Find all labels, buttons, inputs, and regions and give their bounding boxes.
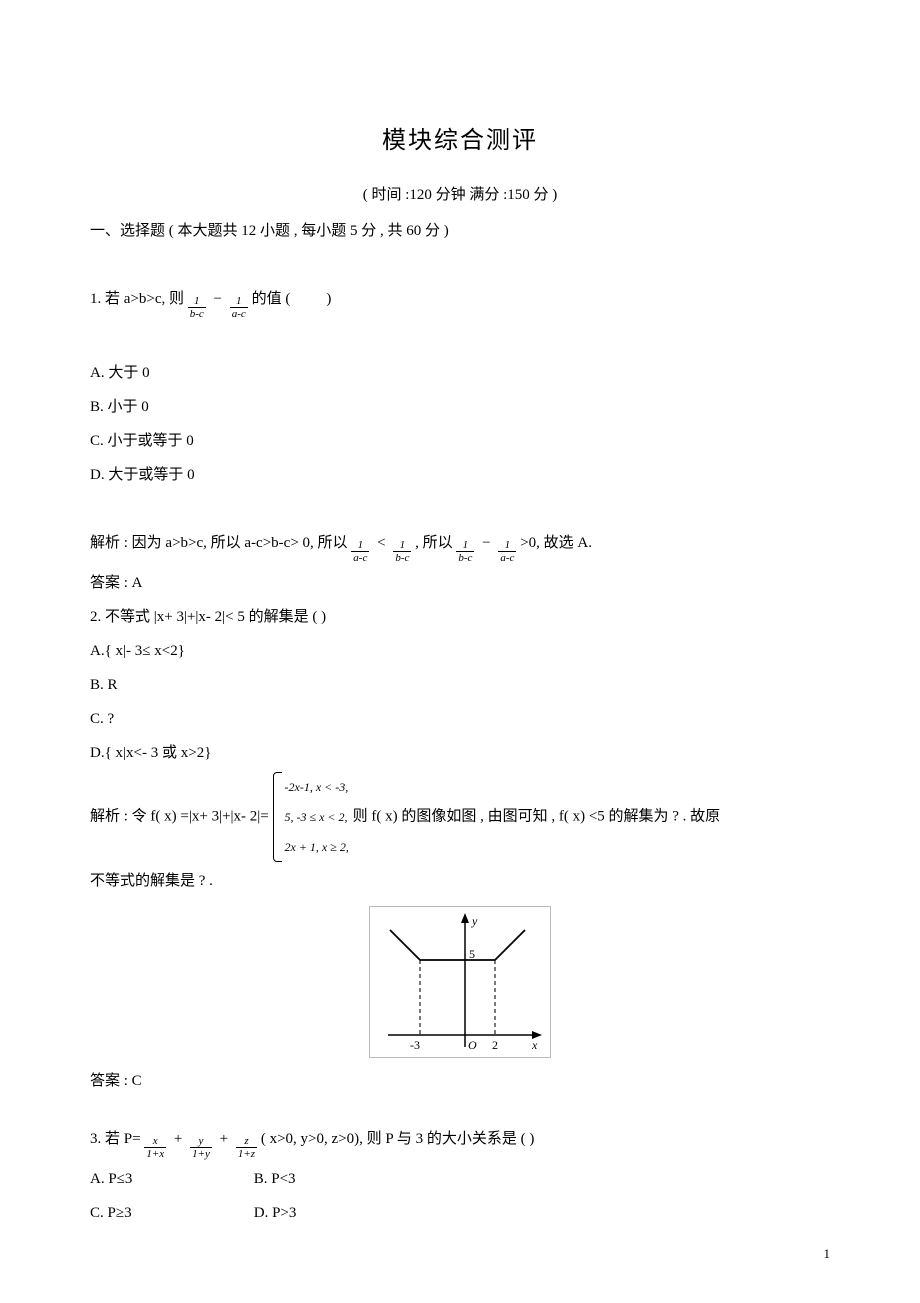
q1-answer: 答案 : A — [90, 568, 830, 598]
minus-icon: − — [210, 284, 226, 314]
q2-option-d: D.{ x|x<- 3 或 x>2} — [90, 738, 830, 768]
q1-frac2: 1 a-c — [230, 295, 248, 320]
q2-solution: 解析 : 令 f( x) =|x+ 3|+|x- 2|= -2x-1, x < … — [90, 772, 830, 862]
q1-option-a: A. 大于 0 — [90, 358, 830, 388]
page-number: 1 — [824, 1246, 831, 1262]
exam-meta: ( 时间 :120 分钟 满分 :150 分 ) — [90, 183, 830, 204]
x-axis-label: x — [531, 1038, 538, 1052]
q2-option-b: B. R — [90, 670, 830, 700]
q1-lead: 1. 若 a>b>c, 则 — [90, 291, 184, 307]
minus-icon: − — [478, 528, 494, 558]
q3-option-b: B. P<3 — [254, 1164, 414, 1194]
origin-label: O — [468, 1038, 477, 1052]
q1-option-b: B. 小于 0 — [90, 392, 830, 422]
page: 模块综合测评 ( 时间 :120 分钟 满分 :150 分 ) 一、选择题 ( … — [0, 0, 920, 1292]
q2-option-c: C. ? — [90, 704, 830, 734]
y-axis-label: y — [471, 914, 478, 928]
neg3-label: -3 — [410, 1038, 420, 1052]
five-label: 5 — [469, 947, 475, 961]
piecewise: -2x-1, x < -3, 5, -3 ≤ x < 2, 2x + 1, x … — [273, 772, 349, 862]
q1-option-d: D. 大于或等于 0 — [90, 460, 830, 490]
two-label: 2 — [492, 1038, 498, 1052]
plus-icon: + — [170, 1124, 186, 1154]
q2-answer: 答案 : C — [90, 1066, 830, 1096]
q1-frac1: 1 b-c — [188, 295, 206, 320]
q3-options-row2: C. P≥3 D. P>3 — [90, 1198, 830, 1228]
q3-stem: 3. 若 P= x 1+x + y 1+y + z 1+z ( x>0, y>0… — [90, 1124, 830, 1160]
q3-option-a: A. P≤3 — [90, 1164, 250, 1194]
q1-stem: 1. 若 a>b>c, 则 1 b-c − 1 a-c 的值 () — [90, 284, 830, 320]
page-title: 模块综合测评 — [90, 120, 830, 155]
q2-graph: y x 5 -3 O 2 — [369, 906, 551, 1058]
q1-option-c: C. 小于或等于 0 — [90, 426, 830, 456]
q3-option-d: D. P>3 — [254, 1198, 414, 1228]
q2-option-a: A.{ x|- 3≤ x<2} — [90, 636, 830, 666]
q1-solution: 解析 : 因为 a>b>c, 所以 a-c>b-c> 0, 所以 1 a-c <… — [90, 528, 830, 564]
section-heading: 一、选择题 ( 本大题共 12 小题 , 每小题 5 分 , 共 60 分 ) — [90, 216, 830, 246]
q3-option-c: C. P≥3 — [90, 1198, 250, 1228]
q2-solution-line2: 不等式的解集是 ? . — [90, 866, 830, 896]
plus-icon: + — [216, 1124, 232, 1154]
q2-stem: 2. 不等式 |x+ 3|+|x- 2|< 5 的解集是 ( ) — [90, 602, 830, 632]
q3-options-row1: A. P≤3 B. P<3 — [90, 1164, 830, 1194]
q1-tail: 的值 ( — [252, 291, 291, 307]
